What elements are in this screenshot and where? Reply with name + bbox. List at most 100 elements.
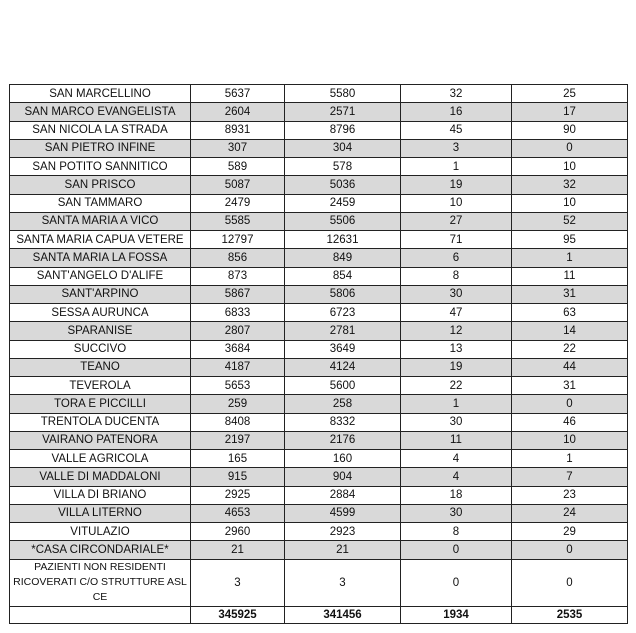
data-table: SAN MARCELLINO 5637 5580 32 25 SAN MARCO EVAN…: [9, 83, 628, 624]
cell-value-3: 0: [400, 558, 512, 607]
table-row: SAN MARCELLINO 5637 5580 32 25: [9, 83, 628, 104]
cell-value-4: 22: [511, 339, 628, 359]
table-row: SAN PIETRO INFINE 307 304 3 0: [9, 138, 628, 159]
table-row: SAN PRISCO 5087 5036 19 32: [9, 175, 628, 195]
cell-value-4: 52: [511, 211, 628, 232]
cell-value-3: 71: [400, 229, 512, 250]
cell-value-4: 0: [511, 558, 628, 607]
cell-value-4: 10: [511, 193, 628, 213]
table-body: SAN MARCELLINO 5637 5580 32 25 SAN MARCO EVAN…: [9, 83, 628, 624]
table-row: VALLE DI MADDALONI 915 904 4 7: [9, 467, 628, 487]
cell-value-4: 44: [511, 357, 628, 378]
table-row: SANT'ANGELO D'ALIFE 873 854 8 11: [9, 266, 628, 286]
cell-value-4: 32: [511, 175, 628, 195]
table-row: SPARANISE 2807 2781 12 14: [9, 321, 628, 341]
cell-value-3: 1: [400, 156, 512, 177]
cell-comune: TRENTOLA DUCENTA: [9, 412, 191, 432]
cell-value-4: 25: [511, 83, 628, 104]
cell-value-4: 31: [511, 284, 628, 305]
cell-value-4: 63: [511, 302, 628, 323]
cell-value-3: 1: [400, 394, 512, 414]
cell-comune: SAN POTITO SANNITICO: [9, 156, 191, 177]
cell-value-3: 4: [400, 467, 512, 487]
table-row: VILLA LITERNO 4653 4599 30 24: [9, 503, 628, 524]
cell-value-3: 32: [400, 83, 512, 104]
cell-comune: SAN TAMMARO: [9, 193, 191, 213]
table-row: VALLE AGRICOLA 165 160 4 1: [9, 448, 628, 469]
table-row: SAN TAMMARO 2479 2459 10 10: [9, 193, 628, 213]
cell-comune: TEANO: [9, 357, 191, 378]
cell-value-3: 6: [400, 248, 512, 268]
cell-comune: SAN NICOLA LA STRADA: [9, 120, 191, 140]
cell-value-1: 6833: [190, 302, 285, 323]
cell-value-3: 19: [400, 175, 512, 195]
cell-value-3: 12: [400, 321, 512, 341]
cell-value-1: 165: [190, 448, 285, 469]
cell-value-2: 5580: [284, 83, 401, 104]
cell-value-4: 23: [511, 485, 628, 505]
cell-value-3: 11: [400, 430, 512, 451]
cell-value-3: 19: [400, 357, 512, 378]
table-row: SUCCIVO 3684 3649 13 22: [9, 339, 628, 359]
cell-value-2: 854: [284, 266, 401, 286]
cell-value-1: 2960: [190, 521, 285, 542]
cell-value-3: 8: [400, 521, 512, 542]
cell-value-4: 24: [511, 503, 628, 524]
cell-value-4: 95: [511, 229, 628, 250]
cell-value-1: 8931: [190, 120, 285, 140]
cell-value-1: 873: [190, 266, 285, 286]
cell-value-2: 2923: [284, 521, 401, 542]
cell-value-2: 8332: [284, 412, 401, 432]
cell-value-3: 3: [400, 138, 512, 159]
total-value-3: 1934: [400, 605, 512, 624]
cell-value-4: 17: [511, 102, 628, 122]
cell-value-1: 3684: [190, 339, 285, 359]
table-row: VILLA DI BRIANO 2925 2884 18 23: [9, 485, 628, 505]
cell-value-3: 30: [400, 284, 512, 305]
cell-value-3: 4: [400, 448, 512, 469]
cell-value-2: 2884: [284, 485, 401, 505]
cell-value-1: 915: [190, 467, 285, 487]
cell-value-1: 4653: [190, 503, 285, 524]
cell-value-3: 47: [400, 302, 512, 323]
cell-value-4: 0: [511, 138, 628, 159]
cell-comune: VALLE AGRICOLA: [9, 448, 191, 469]
total-row: 345925 341456 1934 2535: [9, 605, 628, 624]
cell-value-1: 12797: [190, 229, 285, 250]
cell-value-1: 2604: [190, 102, 285, 122]
cell-value-2: 12631: [284, 229, 401, 250]
cell-value-2: 3: [284, 558, 401, 607]
cell-value-2: 160: [284, 448, 401, 469]
cell-value-1: 5087: [190, 175, 285, 195]
cell-comune: VILLA DI BRIANO: [9, 485, 191, 505]
cell-value-2: 2459: [284, 193, 401, 213]
table-row: TEANO 4187 4124 19 44: [9, 357, 628, 378]
cell-value-4: 14: [511, 321, 628, 341]
cell-value-2: 5806: [284, 284, 401, 305]
table-row: TORA E PICCILLI 259 258 1 0: [9, 394, 628, 414]
cell-value-4: 10: [511, 430, 628, 451]
cell-value-2: 849: [284, 248, 401, 268]
cell-value-4: 46: [511, 412, 628, 432]
table-row: TEVEROLA 5653 5600 22 31: [9, 375, 628, 396]
cell-comune: SPARANISE: [9, 321, 191, 341]
cell-value-2: 5506: [284, 211, 401, 232]
table-row: SANTA MARIA LA FOSSA 856 849 6 1: [9, 248, 628, 268]
cell-comune: VALLE DI MADDALONI: [9, 467, 191, 487]
cell-value-2: 5600: [284, 375, 401, 396]
table-row: SAN MARCO EVANGELISTA 2604 2571 16 17: [9, 102, 628, 122]
cell-value-4: 90: [511, 120, 628, 140]
cell-value-1: 21: [190, 540, 285, 560]
cell-value-2: 304: [284, 138, 401, 159]
table-row: SAN NICOLA LA STRADA 8931 8796 45 90: [9, 120, 628, 140]
cell-value-3: 22: [400, 375, 512, 396]
table-row: TRENTOLA DUCENTA 8408 8332 30 46: [9, 412, 628, 432]
cell-comune: TORA E PICCILLI: [9, 394, 191, 414]
cell-value-3: 13: [400, 339, 512, 359]
total-value-2: 341456: [284, 605, 401, 624]
cell-value-3: 8: [400, 266, 512, 286]
cell-comune: PAZIENTI NON RESIDENTI RICOVERATI C/O ST…: [9, 558, 191, 607]
cell-value-4: 11: [511, 266, 628, 286]
total-value-4: 2535: [511, 605, 628, 624]
cell-value-1: 4187: [190, 357, 285, 378]
